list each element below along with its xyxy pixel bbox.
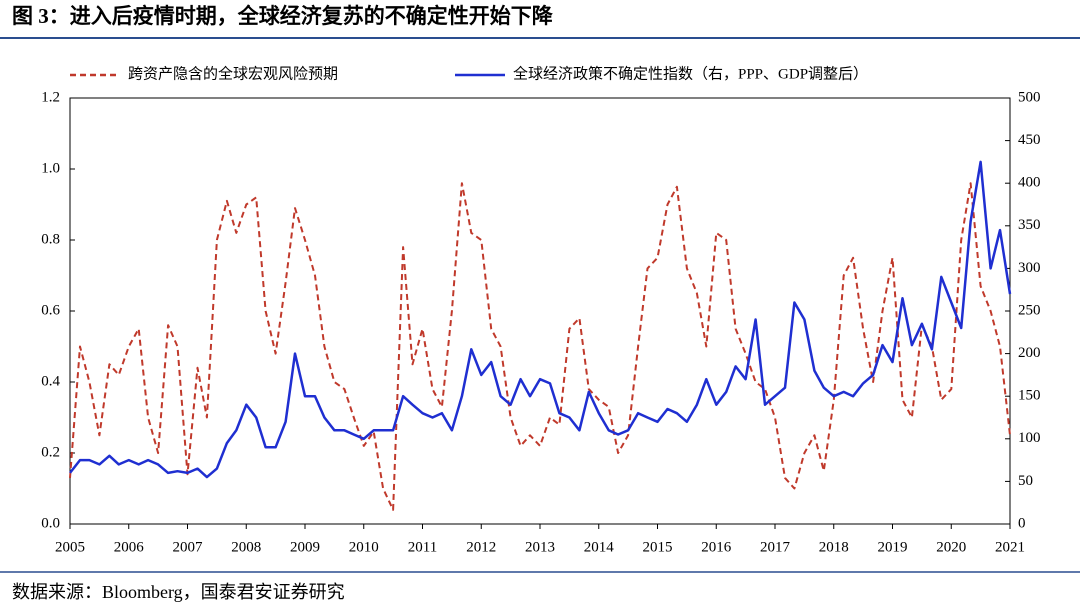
y2-tick-label: 350 xyxy=(1018,217,1041,233)
y2-tick-label: 300 xyxy=(1018,260,1041,276)
x-tick-label: 2013 xyxy=(525,539,555,555)
y-tick-label: 1.2 xyxy=(41,89,60,105)
x-tick-label: 2010 xyxy=(349,539,379,555)
x-tick-label: 2017 xyxy=(760,539,791,555)
legend-label: 全球经济政策不确定性指数（右，PPP、GDP调整后） xyxy=(513,64,868,82)
y-tick-label: 0.6 xyxy=(41,302,60,318)
x-tick-label: 2019 xyxy=(878,539,908,555)
x-tick-label: 2012 xyxy=(466,539,496,555)
y2-tick-label: 500 xyxy=(1018,89,1041,105)
x-tick-label: 2014 xyxy=(584,539,615,555)
y-tick-label: 0.8 xyxy=(41,231,60,247)
y-tick-label: 0.2 xyxy=(41,444,60,460)
y2-tick-label: 400 xyxy=(1018,175,1041,191)
legend-label: 跨资产隐含的全球宏观风险预期 xyxy=(128,64,338,82)
y2-tick-label: 50 xyxy=(1018,473,1033,489)
x-tick-label: 2015 xyxy=(643,539,673,555)
x-tick-label: 2011 xyxy=(408,539,437,555)
x-tick-label: 2007 xyxy=(173,539,204,555)
chart-title: 图 3：进入后疫情时期，全球经济复苏的不确定性开始下降 xyxy=(12,4,554,28)
series-line xyxy=(69,160,1012,479)
y2-tick-label: 150 xyxy=(1018,388,1041,404)
x-tick-label: 2021 xyxy=(995,539,1025,555)
x-tick-label: 2005 xyxy=(55,539,85,555)
y-tick-label: 0.4 xyxy=(41,373,60,389)
x-tick-label: 2020 xyxy=(936,539,966,555)
x-tick-label: 2009 xyxy=(290,539,320,555)
y2-tick-label: 250 xyxy=(1018,302,1041,318)
y2-tick-label: 0 xyxy=(1018,515,1026,531)
y-tick-label: 1.0 xyxy=(41,160,60,176)
x-tick-label: 2006 xyxy=(114,539,145,555)
x-tick-label: 2018 xyxy=(819,539,849,555)
x-tick-label: 2016 xyxy=(701,539,732,555)
y2-tick-label: 100 xyxy=(1018,430,1041,446)
y2-tick-label: 200 xyxy=(1018,345,1041,361)
series-line xyxy=(69,182,1011,511)
y2-tick-label: 450 xyxy=(1018,132,1041,148)
x-tick-label: 2008 xyxy=(231,539,261,555)
plot-frame xyxy=(69,97,1011,525)
y-tick-label: 0.0 xyxy=(41,515,60,531)
source: 数据来源：Bloomberg，国泰君安证券研究 xyxy=(12,582,345,602)
